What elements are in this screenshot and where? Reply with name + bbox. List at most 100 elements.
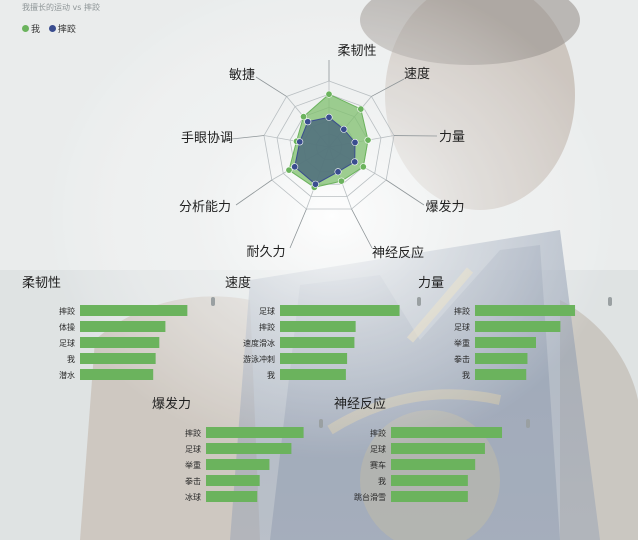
legend: 我 摔跤 [22, 22, 82, 35]
radar-point-wrestling[interactable] [304, 118, 312, 126]
radar-grid-ring [263, 80, 395, 210]
radar-point-wrestling[interactable] [325, 113, 333, 121]
radar-point-me[interactable] [285, 166, 293, 174]
bar-category-label: 我 [267, 370, 275, 380]
radar-label-leader [371, 78, 405, 97]
bar-category-label: 足球 [259, 306, 275, 316]
bar[interactable] [475, 369, 527, 380]
bar[interactable] [280, 337, 355, 348]
radar-point-me[interactable] [337, 177, 345, 185]
bar-category-label: 摔跤 [59, 306, 75, 316]
radar-indicator-label: 敏捷 [229, 68, 255, 83]
bar[interactable] [206, 443, 292, 454]
bar-chart-title: 爆发力 [152, 396, 191, 412]
bar[interactable] [391, 427, 503, 438]
bar-category-label: 我 [67, 354, 75, 364]
bar-chart-scroll-handle[interactable] [417, 297, 421, 306]
bar[interactable] [391, 443, 485, 454]
legend-label-wrestling: 摔跤 [57, 25, 76, 35]
bar-category-label: 潜水 [59, 370, 75, 380]
bar-category-label: 举重 [454, 338, 470, 348]
bar[interactable] [206, 475, 260, 486]
bar-category-label: 拳击 [185, 476, 201, 486]
bar[interactable] [391, 459, 476, 470]
legend-marker-me [22, 25, 29, 32]
bar-chart-title: 柔韧性 [22, 276, 61, 291]
bar-category-label: 举重 [185, 460, 201, 470]
bar[interactable] [80, 305, 188, 316]
bar[interactable] [80, 353, 156, 364]
chart-subtitle: 我擅长的运动 vs 摔跤 [22, 3, 100, 12]
radar-point-me[interactable] [357, 105, 365, 113]
bar[interactable] [475, 321, 561, 332]
radar-indicator-label: 分析能力 [179, 200, 231, 215]
bar[interactable] [391, 491, 468, 502]
bar[interactable] [280, 321, 356, 332]
radar-area-wrestling [294, 116, 356, 185]
bar[interactable] [475, 337, 536, 348]
bar-chart-scroll-handle[interactable] [319, 419, 323, 428]
bar-category-label: 我 [378, 476, 386, 486]
bar-chart-scroll-handle[interactable] [211, 297, 215, 306]
radar-point-wrestling[interactable] [351, 158, 359, 166]
legend-label-me: 我 [31, 25, 41, 35]
radar-label-leader [351, 208, 373, 249]
bar-category-label: 足球 [370, 444, 386, 454]
bar-category-label: 足球 [185, 444, 201, 454]
radar-label-leader [289, 208, 307, 249]
bar[interactable] [206, 491, 258, 502]
radar-indicator-label: 柔韧性 [337, 44, 376, 59]
radar-point-wrestling[interactable] [291, 163, 299, 171]
radar-indicator-label: 耐久力 [246, 245, 285, 260]
radar-indicator-label: 速度 [404, 66, 430, 82]
legend-marker-wrestling [48, 25, 56, 32]
radar-label-leader [221, 135, 265, 141]
radar-indicator-label: 爆发力 [425, 199, 464, 215]
radar-point-wrestling[interactable] [311, 180, 319, 188]
radar-indicator-label: 手眼协调 [181, 131, 233, 146]
radar-indicator-label: 力量 [439, 130, 465, 145]
bar-category-label: 足球 [59, 338, 75, 348]
bar[interactable] [80, 369, 154, 380]
legend-item-wrestling[interactable]: 摔跤 [48, 22, 76, 35]
bar-category-label: 速度滑冰 [243, 338, 275, 348]
radar-point-me[interactable] [325, 90, 333, 98]
bar-category-label: 足球 [454, 322, 470, 332]
bar-chart-title: 力量 [418, 276, 444, 291]
bar[interactable] [206, 459, 270, 470]
bar[interactable] [80, 321, 166, 332]
bar[interactable] [280, 305, 400, 316]
legend-item-me[interactable]: 我 [22, 22, 40, 35]
bar-chart-title: 速度 [225, 275, 251, 291]
bar-chart-title: 神经反应 [334, 396, 386, 412]
radar-label-leader [385, 179, 425, 206]
bar[interactable] [206, 427, 304, 438]
bar-category-label: 体操 [59, 322, 75, 332]
bar-category-label: 摔跤 [454, 306, 470, 316]
radar-grid-ring [276, 93, 382, 198]
bar[interactable] [475, 305, 576, 316]
bar[interactable] [280, 369, 346, 380]
bar-category-label: 我 [462, 370, 470, 380]
radar-point-me[interactable] [359, 163, 367, 171]
bar-chart-scroll-handle[interactable] [608, 297, 612, 306]
radar-label-leader [235, 179, 273, 206]
bar-category-label: 拳击 [454, 354, 470, 364]
radar-indicator-label: 神经反应 [372, 245, 424, 261]
bar-category-label: 赛车 [370, 460, 386, 470]
bar-category-label: 冰球 [185, 492, 201, 502]
bar[interactable] [475, 353, 528, 364]
radar-point-wrestling[interactable] [340, 125, 348, 133]
radar-point-wrestling[interactable] [351, 138, 359, 146]
bar-chart-scroll-handle[interactable] [526, 419, 530, 428]
bar[interactable] [280, 353, 348, 364]
bar[interactable] [80, 337, 160, 348]
radar-point-me[interactable] [364, 136, 372, 144]
bar-category-label: 摔跤 [185, 428, 201, 438]
bar[interactable] [391, 475, 468, 486]
radar-point-me[interactable] [300, 113, 308, 121]
radar-label-leader [255, 76, 287, 97]
radar-point-wrestling[interactable] [334, 168, 342, 176]
radar-point-wrestling[interactable] [296, 138, 304, 146]
